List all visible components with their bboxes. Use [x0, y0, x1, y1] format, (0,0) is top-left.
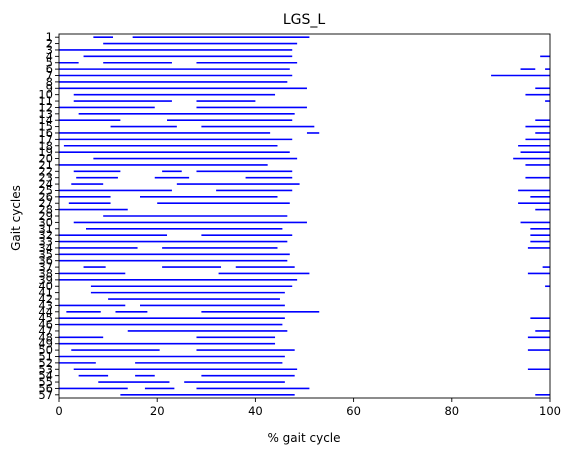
x-tick-label-20: 20 [150, 404, 165, 418]
x-tick-label-100: 100 [539, 404, 561, 418]
x-axis-label: % gait cycle [267, 431, 340, 445]
y-tick-label-57: 57 [38, 388, 53, 402]
x-tick-label-60: 60 [346, 404, 361, 418]
x-tick-label-80: 80 [444, 404, 459, 418]
y-axis-label: Gait cycles [9, 185, 23, 251]
chart-title: LGS_L [283, 12, 326, 28]
x-tick-label-0: 0 [55, 404, 62, 418]
x-tick-label-40: 40 [248, 404, 263, 418]
